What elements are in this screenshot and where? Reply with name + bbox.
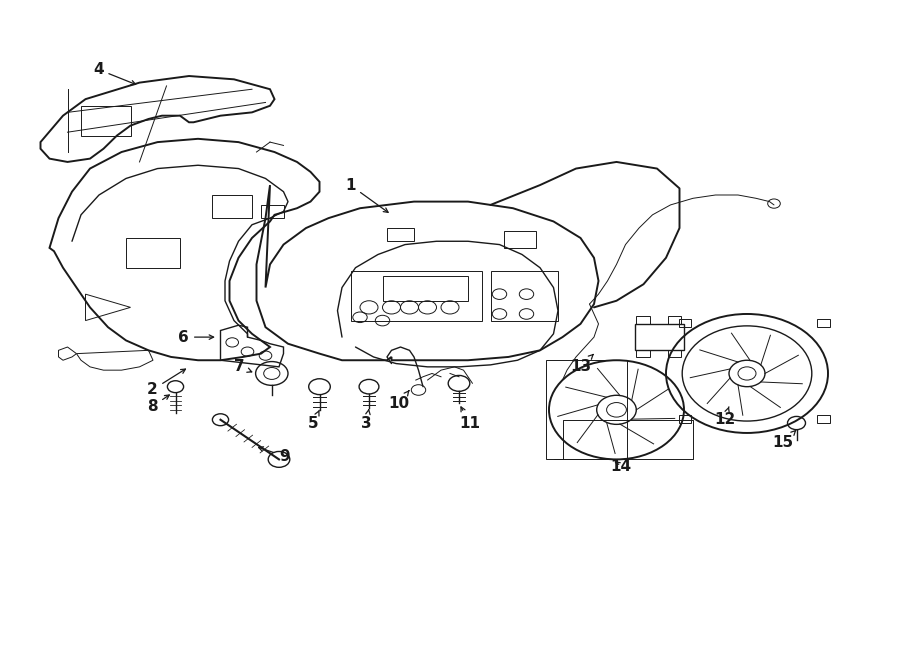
Bar: [261, 205, 284, 218]
Bar: [634, 324, 684, 350]
Text: 9: 9: [258, 447, 290, 463]
Bar: [382, 276, 468, 301]
Bar: [491, 271, 558, 321]
Text: 6: 6: [178, 330, 213, 344]
Text: 12: 12: [714, 407, 735, 427]
Text: 5: 5: [308, 410, 320, 430]
Text: 13: 13: [570, 354, 593, 374]
Bar: [546, 360, 627, 459]
Text: 11: 11: [459, 407, 480, 430]
Text: 7: 7: [234, 360, 252, 374]
Bar: [668, 350, 681, 357]
Bar: [817, 415, 830, 423]
Text: 3: 3: [361, 410, 372, 430]
Bar: [636, 316, 650, 324]
Text: 8: 8: [147, 395, 169, 414]
Bar: [126, 238, 180, 268]
Bar: [212, 195, 252, 218]
Bar: [351, 271, 482, 321]
Text: 4: 4: [93, 62, 136, 85]
Bar: [679, 415, 691, 423]
Bar: [679, 319, 691, 327]
Bar: [668, 316, 681, 324]
Bar: [636, 350, 650, 357]
Bar: [81, 106, 130, 136]
Text: 1: 1: [345, 178, 388, 212]
Bar: [504, 231, 536, 248]
Text: 10: 10: [389, 391, 410, 410]
Bar: [387, 228, 414, 241]
Text: 15: 15: [773, 430, 796, 450]
Text: 2: 2: [147, 369, 185, 397]
Bar: [817, 319, 830, 327]
Text: 14: 14: [610, 459, 632, 473]
